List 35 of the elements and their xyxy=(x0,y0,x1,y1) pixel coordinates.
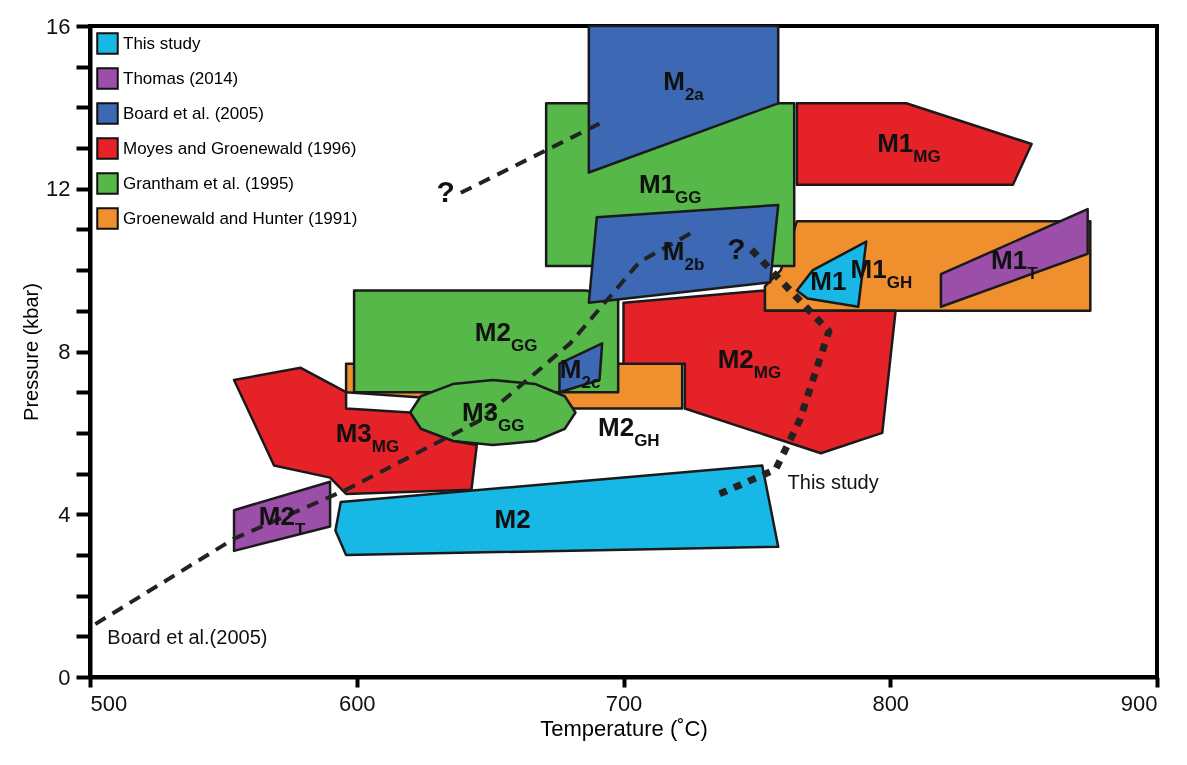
x-tick-label: 600 xyxy=(338,690,376,716)
y-tick-label: 4 xyxy=(58,501,71,527)
x-axis-title: Temperature (˚C) xyxy=(540,715,708,741)
y-tick-label: 8 xyxy=(58,339,71,364)
series-label: M$_{2b}$ xyxy=(662,235,705,274)
y-tick-label: 0 xyxy=(58,664,71,690)
series-label: M2$_{MG}$ xyxy=(717,343,782,382)
legend-label: This study xyxy=(123,33,201,53)
series-label: M1 xyxy=(810,265,847,296)
series-label: M2$_{GG}$ xyxy=(474,316,538,355)
series-label: M1$_{GG}$ xyxy=(638,168,702,207)
series-label: M$_{2a}$ xyxy=(663,65,705,104)
legend-label: Groenewald and Hunter (1991) xyxy=(123,208,358,228)
series-label: M1$_{MG}$ xyxy=(877,127,941,166)
x-tick-label: 800 xyxy=(872,690,910,716)
x-tick-label: 700 xyxy=(605,690,643,716)
series-label: M3$_{MG}$ xyxy=(335,417,400,456)
annotation: ? xyxy=(727,231,746,265)
series-label: M2 xyxy=(494,503,531,534)
y-tick-label: 12 xyxy=(46,176,71,202)
annotation: ? xyxy=(436,174,455,208)
x-tick-label: 900 xyxy=(1120,690,1158,716)
series-label: M3$_{GG}$ xyxy=(461,396,525,435)
y-tick-label: 16 xyxy=(46,13,71,39)
legend-label: Grantham et al. (1995) xyxy=(123,173,295,193)
annotation: Board et al.(2005) xyxy=(107,626,268,649)
annotation: This study xyxy=(787,471,879,494)
legend-label: Board et al. (2005) xyxy=(123,103,264,123)
x-tick-label: 500 xyxy=(90,690,128,716)
series-label: M2$_{GH}$ xyxy=(598,412,660,450)
legend-label: Thomas (2014) xyxy=(123,68,239,88)
series-label: M$_{2c}$ xyxy=(559,353,601,392)
y-axis-title: Pressure (kbar) xyxy=(20,283,43,421)
series-label: M1$_{T}$ xyxy=(991,244,1039,283)
legend-label: Moyes and Groenewald (1996) xyxy=(123,138,357,158)
